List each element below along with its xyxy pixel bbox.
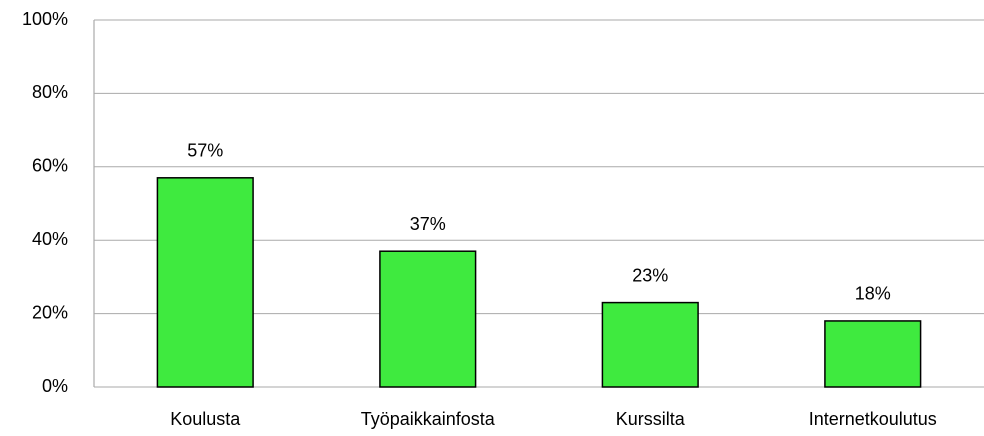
data-label: 57% [187, 141, 223, 161]
y-tick-label: 0% [42, 376, 68, 396]
bar [379, 250, 477, 388]
x-tick-label: Internetkoulutus [809, 409, 937, 429]
y-tick-label: 40% [32, 229, 68, 249]
x-tick-label: Työpaikkainfosta [361, 409, 496, 429]
y-tick-label: 20% [32, 302, 68, 322]
x-tick-label: Kurssilta [616, 409, 686, 429]
bar [824, 320, 922, 388]
data-label: 37% [410, 214, 446, 234]
y-tick-label: 60% [32, 156, 68, 176]
x-tick-label: Koulusta [170, 409, 241, 429]
y-tick-label: 100% [22, 9, 68, 29]
data-label: 18% [855, 284, 891, 304]
bar [601, 301, 699, 388]
y-tick-label: 80% [32, 82, 68, 102]
bar [156, 177, 254, 388]
data-label: 23% [632, 265, 668, 285]
